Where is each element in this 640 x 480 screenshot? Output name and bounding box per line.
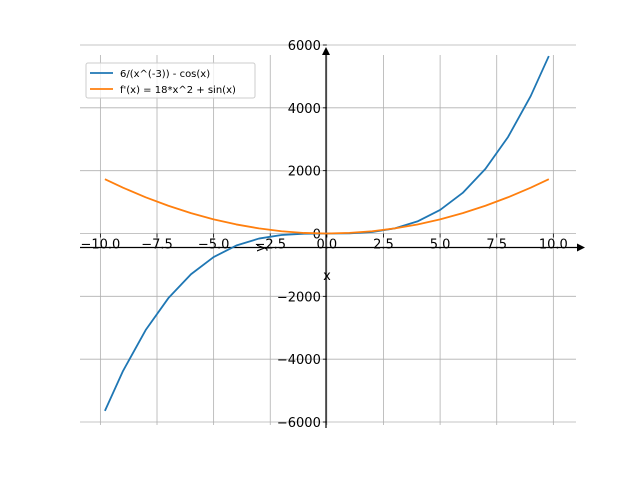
y-tick-label: 2000 bbox=[288, 165, 321, 180]
legend-box bbox=[85, 62, 256, 99]
y-axis-arrow bbox=[322, 47, 330, 55]
y-tick-label: 0 bbox=[313, 228, 321, 243]
x-tick-label: −2.5 bbox=[254, 238, 286, 253]
legend: 6/(x^(-3)) - cos(x) f'(x) = 18*x^2 + sin(… bbox=[85, 62, 256, 99]
y-tick-label: −4000 bbox=[277, 353, 321, 368]
ticks: −10.0 −7.5 −5.0 −2.5 0.0 2.5 5.0 7.5 10.0 −6000 −4… bbox=[80, 39, 567, 431]
x-tick-label: 0.0 bbox=[317, 238, 338, 253]
x-tick-label: −5.0 bbox=[198, 238, 230, 253]
x-tick-label: 10.0 bbox=[539, 238, 568, 253]
y-tick-label: −6000 bbox=[277, 416, 321, 431]
legend-entries: 6/(x^(-3)) - cos(x) f'(x) = 18*x^2 + sin(… bbox=[90, 69, 236, 96]
x-tick-label: 2.5 bbox=[373, 238, 394, 253]
legend-label-2: f'(x) = 18*x^2 + sin(x) bbox=[120, 85, 236, 96]
series-line-2 bbox=[104, 178, 550, 235]
legend-label-1: 6/(x^(-3)) - cos(x) bbox=[120, 69, 210, 80]
y-tick-label: 6000 bbox=[288, 39, 321, 54]
y-axis-label: y bbox=[254, 244, 269, 252]
series-layer bbox=[104, 55, 550, 412]
grid bbox=[80, 44, 576, 425]
y-tick-label: −2000 bbox=[277, 290, 321, 305]
axes bbox=[80, 47, 585, 428]
x-axis-label: x bbox=[323, 269, 331, 284]
x-axis-arrow bbox=[577, 243, 585, 252]
x-tick-label: −7.5 bbox=[141, 238, 173, 253]
x-tick-label: 5.0 bbox=[430, 238, 451, 253]
x-tick-label: 7.5 bbox=[486, 238, 507, 253]
y-tick-label: 4000 bbox=[288, 102, 321, 117]
x-tick-label: −10.0 bbox=[80, 238, 120, 253]
